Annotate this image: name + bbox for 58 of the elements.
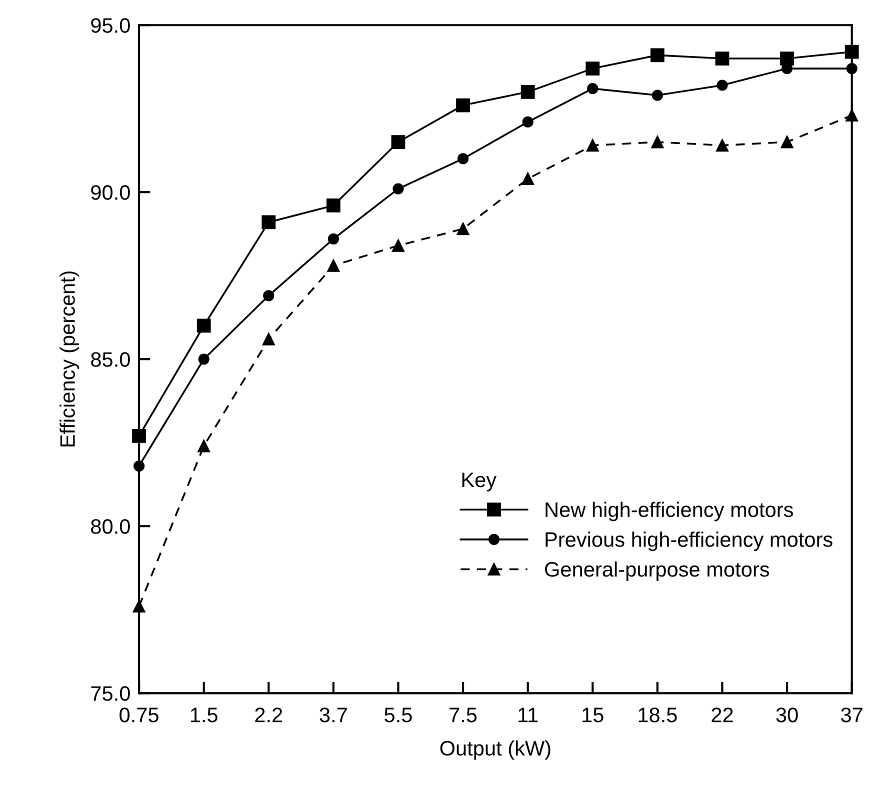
x-tick-label: 1.5 [190, 708, 218, 722]
x-tick-label: 18.5 [638, 708, 677, 722]
y-axis-title: Efficiency (percent) [60, 271, 80, 446]
point [587, 83, 598, 94]
y-tick-label: 80.0 [91, 519, 130, 534]
point [780, 136, 794, 148]
x-tick-label: 22 [712, 708, 733, 722]
point [392, 183, 404, 194]
point [586, 139, 599, 152]
point [456, 98, 470, 112]
point [522, 116, 534, 128]
x-tick-label: 3.7 [320, 708, 347, 722]
point [132, 600, 146, 613]
point [132, 429, 146, 443]
x-tick-label: 0.75 [120, 708, 158, 722]
point [326, 198, 340, 212]
point [650, 48, 664, 62]
y-tick-label: 90.0 [91, 185, 130, 200]
legend-label: New high-efficiency motors [546, 502, 793, 522]
point [328, 233, 339, 244]
point [196, 318, 211, 333]
point [198, 354, 210, 365]
x-tick-label: 37 [841, 708, 862, 722]
point [262, 215, 276, 230]
point [715, 52, 730, 66]
point [586, 62, 600, 76]
point [198, 440, 210, 452]
point [520, 84, 535, 99]
x-tick-label: 7.5 [450, 708, 477, 722]
legend-label: General-purpose motors [545, 561, 770, 581]
point [391, 135, 406, 149]
point [456, 222, 470, 236]
point [392, 239, 404, 252]
point [844, 44, 859, 59]
legend-title: Key [462, 472, 497, 492]
point [262, 332, 275, 346]
x-tick-label: 2.2 [255, 708, 282, 722]
point [652, 90, 663, 101]
x-axis-title: Output (kW) [440, 740, 550, 760]
point [133, 460, 145, 472]
x-tick-label: 15 [582, 708, 604, 722]
point [457, 153, 469, 164]
y-tick-label: 75.0 [91, 686, 130, 701]
point [522, 172, 534, 186]
y-tick-label: 85.0 [91, 352, 130, 367]
point [327, 259, 340, 272]
y-tick-label: 95.0 [91, 18, 130, 33]
point [716, 139, 728, 152]
point [716, 80, 728, 91]
point [651, 136, 664, 148]
x-tick-label: 5.5 [384, 708, 412, 722]
point [846, 109, 858, 122]
x-tick-label: 11 [518, 708, 538, 722]
legend-label: Previous high-efficiency motors [546, 532, 832, 552]
x-tick-label: 30 [776, 708, 798, 722]
point [846, 62, 858, 74]
point [780, 52, 794, 66]
point [263, 290, 274, 302]
